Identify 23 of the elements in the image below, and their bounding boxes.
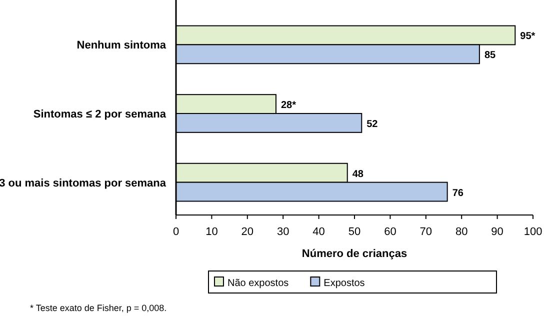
- data-label: 52: [366, 118, 378, 130]
- text: * Teste exato de Fisher, p = 0,008.: [30, 303, 167, 313]
- data-label: 76: [452, 188, 464, 199]
- x-tick-label: 60: [384, 226, 396, 238]
- data-label: 85: [484, 50, 496, 62]
- x-tick-label: 0: [172, 226, 180, 238]
- data-label: 95*: [520, 31, 536, 42]
- x-tick-label: 100: [524, 226, 542, 238]
- x-tick-label: 20: [241, 226, 254, 238]
- x-tick-label: 10: [206, 226, 218, 238]
- y-tick-label: Sintomas ≤ 2 por semana: [33, 108, 167, 120]
- legend-label: Expostos: [324, 278, 365, 289]
- x-axis-title: Número de crianças: [302, 248, 408, 260]
- y-tick-label: Nenhum sintoma: [76, 40, 167, 52]
- x-tick-label: 40: [312, 226, 325, 238]
- x-tick-label: 80: [455, 226, 468, 238]
- legend-label: Não expostos: [228, 278, 289, 289]
- x-tick-label: 70: [420, 226, 432, 238]
- x-tick-label: 90: [491, 226, 504, 238]
- x-tick-label: 30: [276, 226, 290, 238]
- data-label: 48: [352, 168, 364, 180]
- data-label: 28*: [280, 100, 296, 112]
- x-tick-label: 50: [348, 226, 361, 238]
